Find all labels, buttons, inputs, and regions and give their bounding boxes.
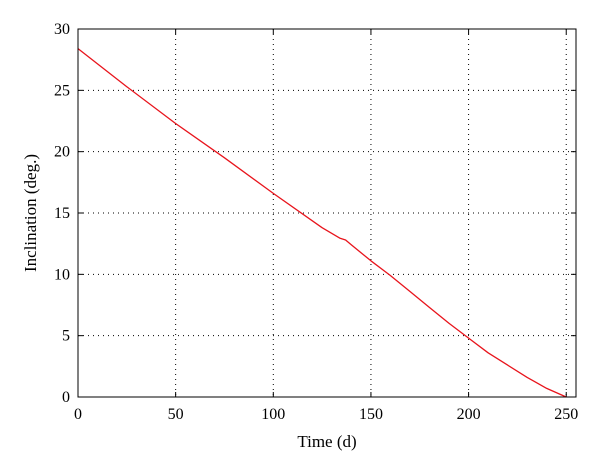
x-axis-label: Time (d)	[297, 432, 356, 451]
series-layer	[77, 48, 567, 398]
x-tick-label: 250	[554, 406, 578, 423]
y-tick-labels: 0 5 10 15 20 25 30	[54, 21, 70, 406]
y-tick-label: 10	[54, 266, 70, 283]
x-tick-labels: 0 50 100 150 200 250	[74, 406, 578, 423]
x-tick-label: 200	[457, 406, 481, 423]
grid	[78, 29, 576, 397]
x-tick-label: 0	[74, 406, 82, 423]
plot-frame	[77, 28, 577, 398]
inclination-line	[77, 48, 567, 398]
x-tick-label: 100	[261, 406, 285, 423]
y-tick-label: 0	[62, 389, 70, 406]
y-tick-label: 5	[62, 328, 70, 345]
y-tick-label: 30	[54, 21, 70, 38]
y-tick-label: 20	[54, 144, 70, 161]
y-axis-label: Inclination (deg.)	[21, 154, 40, 272]
y-tick-label: 15	[54, 205, 70, 222]
plot-area	[78, 29, 576, 397]
y-tick-label: 25	[54, 82, 70, 99]
x-tick-label: 150	[359, 406, 383, 423]
x-tick-label: 50	[168, 406, 184, 423]
